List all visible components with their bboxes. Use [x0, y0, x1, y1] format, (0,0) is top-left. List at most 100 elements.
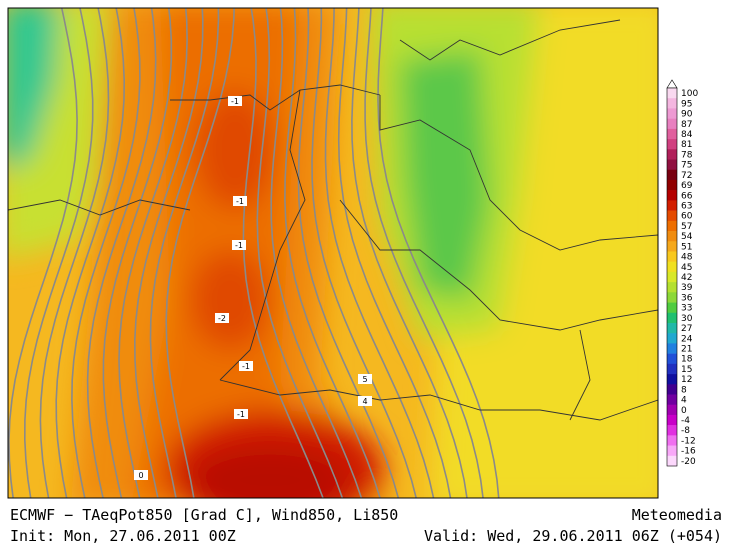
contour-label: -1: [242, 362, 250, 371]
isoline: [337, 8, 452, 498]
contour-label-box: [234, 409, 248, 419]
colorbar-swatch: [667, 384, 677, 395]
colorbar-label: 36: [681, 293, 693, 303]
colorbar-label: 15: [681, 365, 692, 375]
colorbar-label: 63: [681, 201, 692, 211]
colorbar-swatch: [667, 282, 677, 293]
colorbar-label: 0: [681, 406, 687, 416]
colorbar-swatch: [667, 404, 677, 416]
colorbar: 1009590878481787572696663605754514845423…: [666, 79, 698, 467]
borders: [8, 19, 658, 421]
colorbar-swatch: [667, 302, 677, 314]
colorbar-label: 24: [681, 334, 693, 344]
isoline: [71, 8, 141, 498]
isoline: [102, 8, 173, 498]
colorbar-label: 66: [681, 191, 693, 201]
contour-label-box: [239, 361, 253, 371]
colorbar-label: 30: [681, 314, 693, 324]
contour-label-box: [358, 396, 372, 406]
isoline: [351, 8, 468, 498]
colorbar-swatch: [667, 394, 677, 406]
colorbar-swatch: [667, 271, 677, 283]
colorbar-label: 69: [681, 181, 693, 191]
colorbar-label: 90: [681, 110, 693, 120]
colorbar-label: -12: [681, 436, 696, 446]
contour-label: 0: [138, 471, 143, 480]
colorbar-label: 60: [681, 212, 693, 222]
colorbar-label: -8: [681, 426, 690, 436]
isoline: [165, 8, 235, 498]
colorbar-swatch: [667, 425, 677, 436]
colorbar-label: 21: [681, 345, 692, 355]
colorbar-label: 100: [681, 89, 698, 99]
isoline: [133, 8, 204, 498]
colorbar-label: 18: [681, 355, 693, 365]
colorbar-cap: [666, 79, 678, 89]
colorbar-label: 78: [681, 150, 693, 160]
isoline: [297, 8, 400, 498]
colorbar-swatch: [667, 312, 677, 324]
colorbar-label: 4: [681, 396, 687, 406]
colorbar-swatch: [667, 169, 677, 181]
colorbar-label: 84: [681, 130, 693, 140]
colorbar-label: 51: [681, 242, 692, 252]
colorbar-swatch: [667, 322, 677, 334]
colorbar-label: 75: [681, 161, 692, 171]
isoline: [23, 8, 94, 498]
colorbar-swatch: [667, 220, 677, 232]
contour-label: 5: [362, 375, 367, 384]
colorbar-swatch: [667, 128, 677, 140]
isolines: [8, 8, 500, 498]
colorbar-swatch: [667, 108, 677, 119]
colorbar-label: 42: [681, 273, 692, 283]
contour-label-box: [134, 470, 148, 480]
colorbar-label: 95: [681, 99, 692, 109]
colorbar-swatch: [667, 363, 677, 375]
colorbar-swatch: [667, 414, 677, 426]
footer-init: Init: Mon, 27.06.2011 00Z: [10, 527, 236, 545]
colorbar-label: 48: [681, 253, 693, 263]
colorbar-swatch: [667, 241, 677, 252]
map-field: [8, 8, 658, 498]
colorbar-swatch: [667, 190, 677, 201]
colorbar-swatch: [667, 98, 677, 109]
isoline: [256, 8, 344, 498]
contour-label: -1: [236, 197, 244, 206]
colorbar-label: 8: [681, 385, 687, 395]
isoline: [55, 8, 126, 498]
colorbar-swatch: [667, 445, 677, 457]
colorbar-swatch: [667, 261, 677, 273]
isoline: [324, 8, 435, 498]
colorbar-swatch: [667, 231, 677, 242]
colorbar-swatch: [667, 251, 677, 262]
isoline: [8, 8, 78, 498]
colorbar-label: -20: [681, 457, 696, 467]
contour-label-box: [232, 240, 246, 250]
colorbar-swatch: [667, 179, 677, 191]
colorbar-swatch: [667, 292, 677, 303]
colorbar-swatch: [667, 455, 677, 467]
isoline: [86, 8, 157, 498]
colorbar-label: 45: [681, 263, 692, 273]
colorbar-swatch: [667, 149, 677, 160]
contour-label-box: [215, 313, 229, 323]
contour-label: -1: [235, 241, 243, 250]
colorbar-label: 81: [681, 140, 692, 150]
isoline: [311, 8, 418, 498]
colorbar-swatch: [667, 139, 677, 150]
map-frame: [7, 7, 659, 499]
isoline: [118, 8, 188, 498]
footer-valid: Valid: Wed, 29.06.2011 06Z (+054): [424, 527, 722, 545]
colorbar-label: 57: [681, 222, 692, 232]
contour-label: -1: [231, 97, 239, 106]
colorbar-swatch: [667, 159, 677, 171]
isoline: [39, 8, 110, 498]
colorbar-swatch: [667, 200, 677, 211]
contour-label-box: [358, 374, 372, 384]
footer-source: Meteomedia: [632, 506, 722, 524]
colorbar-swatch: [667, 118, 677, 130]
colorbar-label: 39: [681, 283, 693, 293]
colorbar-label: -16: [681, 447, 696, 457]
colorbar-swatch: [667, 343, 677, 354]
contour-label-box: [233, 196, 247, 206]
